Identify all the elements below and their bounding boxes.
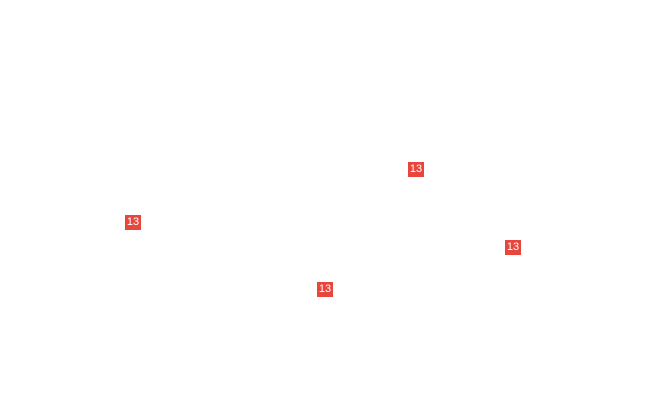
marker-badge[interactable]: 13 [317, 282, 333, 297]
marker-badge[interactable]: 13 [408, 162, 424, 177]
marker-badge[interactable]: 13 [125, 215, 141, 230]
marker-badge[interactable]: 13 [505, 240, 521, 255]
